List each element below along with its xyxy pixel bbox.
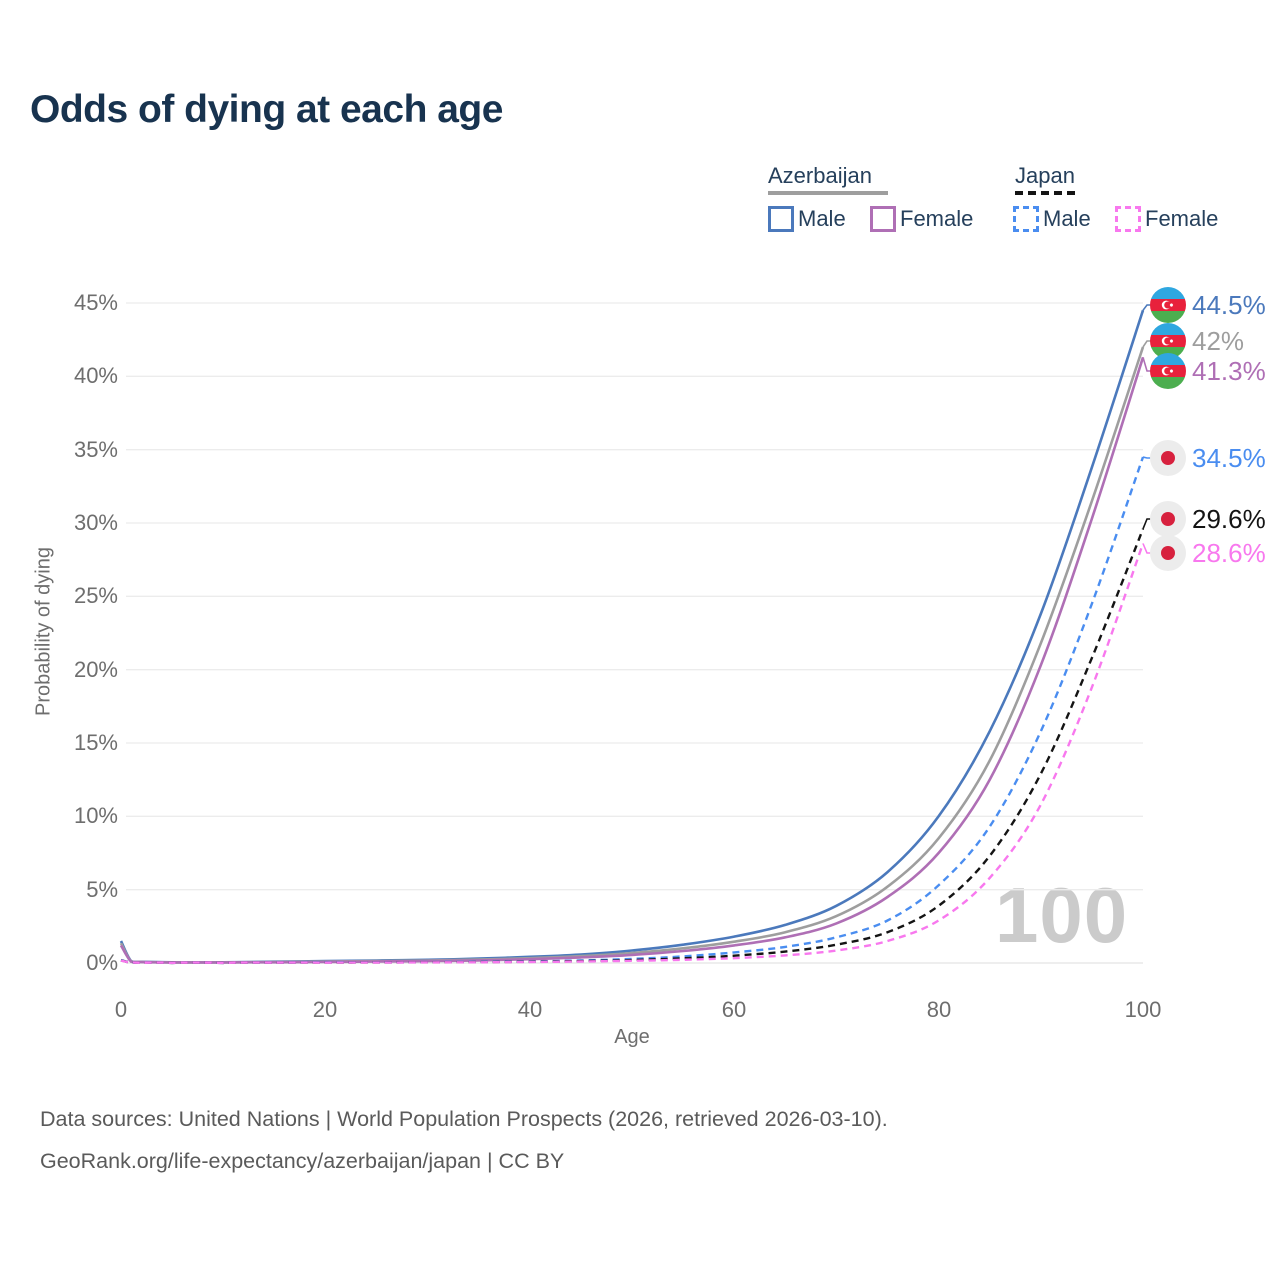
y-tick-label: 35% [73, 437, 118, 462]
end-label-japan-total: 29.6% [1150, 501, 1266, 537]
end-value-label: 44.5% [1192, 289, 1266, 320]
japan-female-swatch-icon [1115, 206, 1141, 232]
end-value-label: 28.6% [1192, 537, 1266, 568]
azerbaijan-flag-icon [1150, 353, 1186, 389]
japan-flag-icon [1150, 440, 1186, 476]
end-value-label: 34.5% [1192, 442, 1266, 473]
y-tick-label: 10% [73, 803, 118, 828]
end-value-label: 41.3% [1192, 355, 1266, 386]
legend-japan-line-swatch [1015, 191, 1075, 195]
y-tick-label: 5% [86, 877, 118, 902]
page-title: Odds of dying at each age [30, 88, 503, 131]
y-tick-label: 0% [86, 950, 118, 975]
y-tick-label: 25% [73, 583, 118, 608]
y-tick-label: 15% [73, 730, 118, 755]
legend-azerbaijan-line-swatch [768, 191, 888, 195]
end-label-azerbaijan-female: 41.3% [1150, 353, 1266, 389]
legend-item-label: Female [900, 206, 974, 231]
japan-male-swatch-icon [1013, 206, 1039, 232]
azerbaijan-male-swatch-icon [768, 206, 794, 232]
x-tick-label: 60 [721, 997, 747, 1022]
age-watermark: 100 [995, 871, 1129, 959]
legend-item-japan-male[interactable]: Male [1013, 206, 1091, 232]
x-tick-label: 20 [312, 997, 338, 1022]
x-axis-title: Age [614, 1026, 650, 1048]
azerbaijan-flag-icon [1150, 287, 1186, 323]
data-source-line: Data sources: United Nations | World Pop… [40, 1107, 888, 1131]
end-label-azerbaijan-male: 44.5% [1150, 287, 1266, 323]
x-tick-label: 40 [517, 997, 543, 1022]
end-label-japan-male: 34.5% [1150, 440, 1266, 476]
y-tick-label: 30% [73, 510, 118, 535]
legend-group-azerbaijan[interactable]: Azerbaijan [768, 163, 872, 188]
attribution-line: GeoRank.org/life-expectancy/azerbaijan/j… [40, 1149, 565, 1173]
legend-item-japan-female[interactable]: Female [1115, 206, 1218, 232]
legend-group-japan[interactable]: Japan [1015, 163, 1075, 188]
legend-item-azerbaijan-female[interactable]: Female [870, 206, 973, 232]
end-value-label: 29.6% [1192, 503, 1266, 534]
y-tick-label: 40% [73, 363, 118, 388]
japan-flag-icon [1150, 501, 1186, 537]
japan-flag-icon [1150, 535, 1186, 571]
line-chart-plot [119, 302, 1151, 965]
y-tick-label: 45% [73, 290, 118, 315]
end-value-label: 42% [1192, 325, 1245, 356]
x-tick-label: 100 [1124, 997, 1162, 1022]
y-tick-label: 20% [73, 657, 118, 682]
footer: Data sources: United Nations | World Pop… [40, 1098, 888, 1182]
x-tick-label: 80 [926, 997, 952, 1022]
legend-item-label: Male [1043, 206, 1091, 231]
legend-item-label: Female [1145, 206, 1219, 231]
x-tick-label: 0 [114, 997, 128, 1022]
azerbaijan-female-swatch-icon [870, 206, 896, 232]
end-label-japan-female: 28.6% [1150, 535, 1266, 571]
legend-item-azerbaijan-male[interactable]: Male [768, 206, 846, 232]
legend-item-label: Male [798, 206, 846, 231]
